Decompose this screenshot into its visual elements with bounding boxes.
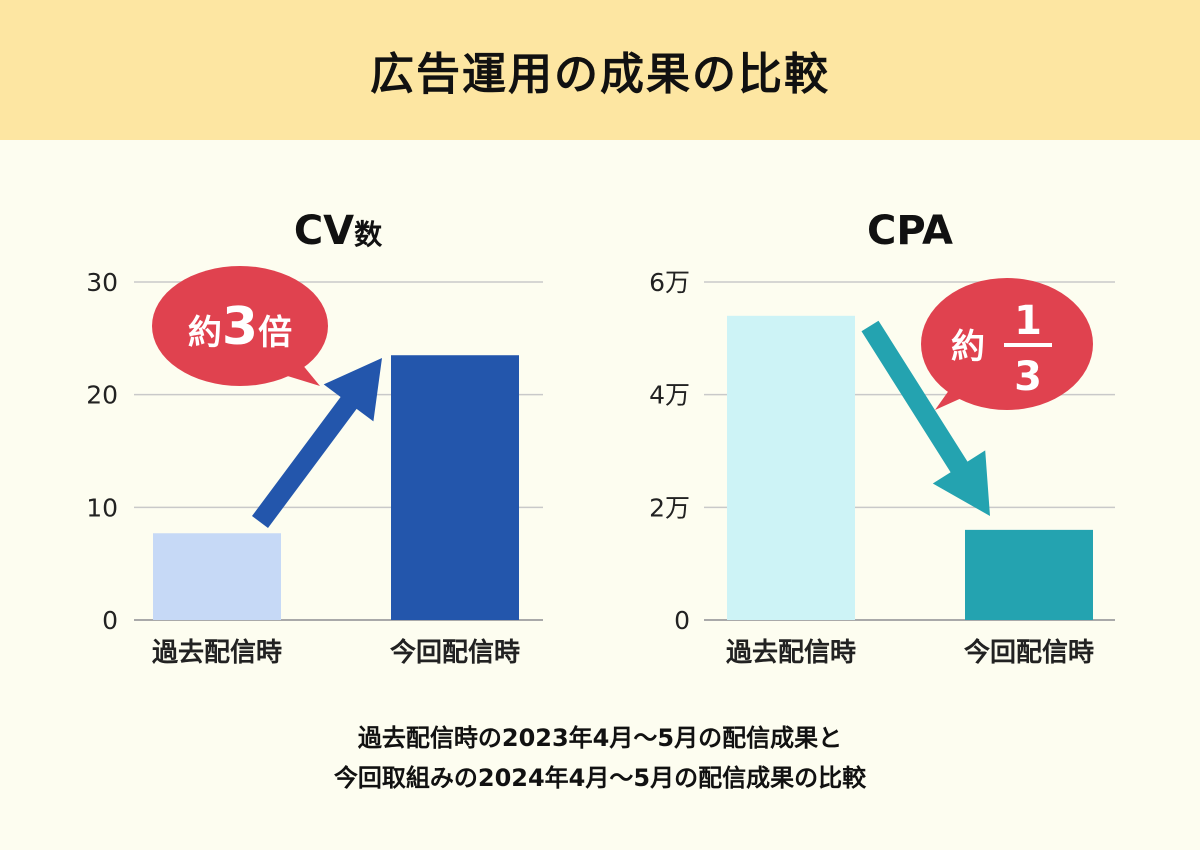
category-label: 今回配信時 — [964, 637, 1094, 668]
footnote-line-1: 過去配信時の2023年4月～5月の配信成果と — [357, 724, 843, 752]
chart-title: CV数 — [294, 208, 383, 254]
y-tick-label: 6万 — [649, 268, 690, 297]
multiplier-label: 約3倍 — [188, 297, 292, 357]
y-tick-label: 0 — [674, 606, 690, 635]
chart-title: CPA — [867, 208, 953, 254]
footnote-line-2: 今回取組みの2024年4月～5月の配信成果の比較 — [333, 764, 867, 792]
speech-bubble — [152, 266, 328, 386]
y-tick-label: 0 — [102, 606, 118, 635]
chart-0: CV数 0 10 20 30 過去配信時 今回配信時 約3倍 — [86, 208, 543, 668]
y-tick-label: 20 — [86, 381, 118, 410]
footnote: 過去配信時の2023年4月～5月の配信成果と 今回取組みの2024年4月～5月の… — [0, 718, 1200, 798]
y-tick-label: 4万 — [649, 381, 690, 410]
y-tick-label: 2万 — [649, 493, 690, 522]
speech-bubble-tail — [935, 372, 975, 410]
increase-arrow-icon — [252, 358, 382, 528]
category-label: 過去配信時 — [726, 638, 856, 668]
speech-bubble-tail — [268, 352, 320, 386]
decrease-arrow-icon — [861, 320, 990, 516]
ratio-denominator: 3 — [1014, 354, 1042, 400]
ratio-numerator: 1 — [1014, 298, 1042, 344]
category-label: 今回配信時 — [390, 637, 520, 668]
bar-current — [391, 355, 519, 620]
y-tick-label: 30 — [86, 268, 118, 297]
y-tick-label: 10 — [86, 493, 118, 522]
ratio-prefix: 約 — [951, 327, 985, 367]
bar-current — [965, 529, 1093, 620]
page-title: 広告運用の成果の比較 — [370, 49, 830, 100]
bar-past — [153, 533, 281, 620]
category-label: 過去配信時 — [152, 638, 282, 668]
header-banner: 広告運用の成果の比較 — [0, 0, 1200, 140]
bar-past — [727, 315, 855, 620]
